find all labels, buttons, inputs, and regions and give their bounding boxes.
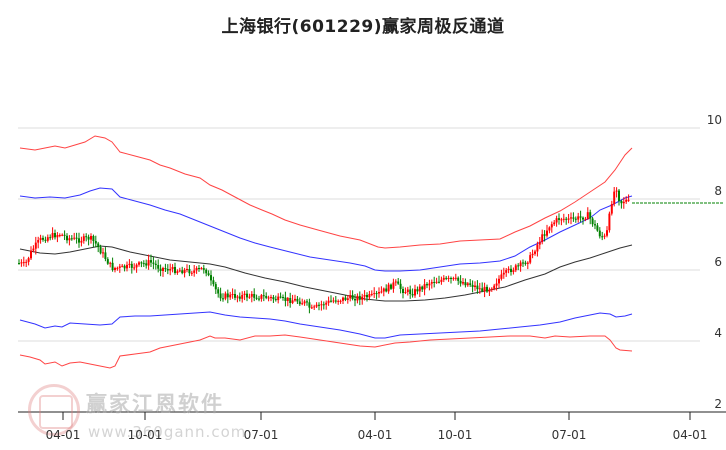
y-tick-label: 8 [714, 184, 722, 198]
x-tick-label: 10-01 [437, 428, 473, 442]
x-tick-label: 07-01 [243, 428, 279, 442]
y-tick-label: 6 [714, 255, 722, 269]
lower-blue-band [19, 311, 633, 339]
x-tick-label: 07-01 [551, 428, 587, 442]
middle-line [19, 244, 633, 302]
y-tick-label: 4 [714, 326, 722, 340]
watermark-logo-icon [28, 384, 80, 436]
grid-lines [18, 127, 700, 342]
y-tick-label: 2 [714, 397, 722, 411]
x-tick-label: 10-01 [127, 428, 163, 442]
upper-blue-band [19, 187, 633, 272]
x-tick-label: 04-01 [672, 428, 708, 442]
chart-title: 上海银行(601229)赢家周极反通道 [221, 17, 505, 37]
x-tick-label: 04-01 [45, 428, 81, 442]
watermark-brand: 赢家江恩软件 [86, 392, 224, 416]
watermark-url: www.360gann.com [88, 423, 247, 441]
upper-red-band [19, 135, 633, 249]
y-tick-label: 10 [706, 113, 722, 127]
candlesticks [18, 187, 630, 314]
lower-red-band [19, 334, 633, 369]
x-tick-label: 04-01 [357, 428, 393, 442]
